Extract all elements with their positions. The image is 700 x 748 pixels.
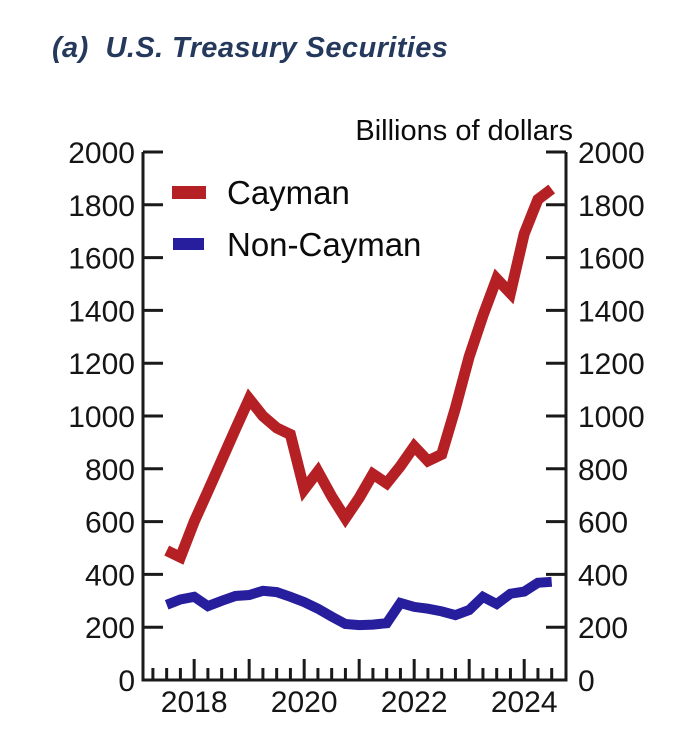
cayman-series-line (164, 184, 556, 565)
y-tick-label-left: 1600 (68, 243, 135, 276)
y-tick-label-left: 600 (85, 507, 135, 540)
y-tick-label-right: 1200 (578, 348, 645, 381)
x-tick-label: 2024 (491, 686, 558, 719)
y-tick-label-right: 0 (578, 665, 595, 698)
axis-unit-label: Billions of dollars (355, 115, 573, 147)
y-tick-label-left: 0 (118, 665, 135, 698)
y-tick-label-left: 800 (85, 454, 135, 487)
y-tick-label-right: 1000 (578, 401, 645, 434)
non-cayman-series-line (164, 576, 553, 631)
legend-label-non-cayman: Non-Cayman (227, 226, 421, 263)
y-tick-label-left: 400 (85, 559, 135, 592)
chart-legend: Cayman Non-Cayman (172, 174, 421, 263)
y-tick-label-left: 1400 (68, 295, 135, 328)
y-tick-label-right: 1800 (578, 190, 645, 223)
legend-label-cayman: Cayman (227, 174, 350, 211)
y-tick-label-right: 200 (578, 612, 628, 645)
y-tick-label-right: 1600 (578, 243, 645, 276)
y-tick-label-right: 1400 (578, 295, 645, 328)
page-title: (a) U.S. Treasury Securities (52, 32, 449, 64)
x-tick-label: 2018 (161, 686, 228, 719)
legend-swatch-cayman (172, 186, 206, 199)
y-tick-label-left: 1000 (68, 401, 135, 434)
series-layer (164, 184, 556, 631)
y-tick-label-right: 2000 (578, 137, 645, 170)
x-tick-label: 2020 (271, 686, 338, 719)
y-tick-label-right: 600 (578, 507, 628, 540)
y-tick-label-left: 200 (85, 612, 135, 645)
y-tick-label-left: 1200 (68, 348, 135, 381)
y-tick-label-left: 2000 (68, 137, 135, 170)
axes-layer: 0 0 200 200 400 400 600 600 800 800 1000 1000 1200 12… (68, 137, 645, 719)
y-tick-label-left: 1800 (68, 190, 135, 223)
y-tick-label-right: 800 (578, 454, 628, 487)
legend-swatch-non-cayman (173, 238, 204, 250)
x-tick-label: 2022 (381, 686, 448, 719)
y-tick-label-right: 400 (578, 559, 628, 592)
